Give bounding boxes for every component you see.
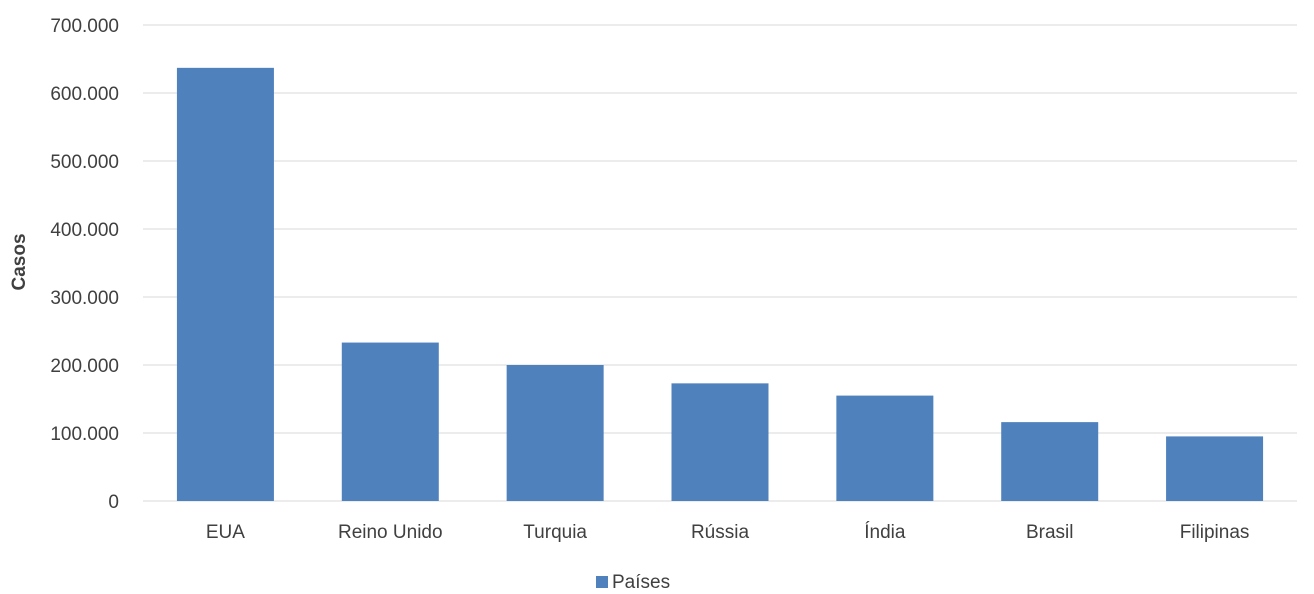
- bar: [506, 365, 604, 501]
- bar: [1001, 422, 1099, 501]
- gridlines: [143, 24, 1297, 502]
- y-tick-label: 300.000: [50, 288, 119, 309]
- y-tick-label: 500.000: [50, 152, 119, 173]
- y-tick-label: 400.000: [50, 220, 119, 241]
- bar: [176, 67, 274, 501]
- bar: [836, 395, 934, 501]
- legend: Países: [596, 572, 670, 593]
- x-category-label: Índia: [864, 522, 906, 543]
- bar: [341, 342, 439, 501]
- bar: [1166, 436, 1264, 501]
- y-tick-label: 0: [108, 492, 119, 513]
- x-category-label: Brasil: [1026, 522, 1074, 543]
- y-tick-label: 200.000: [50, 356, 119, 377]
- bar: [671, 383, 769, 501]
- y-tick-label: 100.000: [50, 424, 119, 445]
- y-tick-label: 600.000: [50, 84, 119, 105]
- x-category-label: Reino Unido: [338, 522, 443, 543]
- x-category-label: EUA: [206, 522, 245, 543]
- bars: [176, 67, 1264, 501]
- x-category-label: Filipinas: [1180, 522, 1250, 543]
- y-tick-label: 700.000: [50, 16, 119, 37]
- x-axis-category-labels: EUA Reino Unido Turquia Rússia Índia Brasil Fi…: [206, 522, 1250, 543]
- x-category-label: Turquia: [523, 522, 587, 543]
- y-axis-tick-labels: 0 100.000 200.000 300.000 400.000 500.000 600.…: [50, 16, 119, 513]
- legend-label: Países: [612, 572, 670, 593]
- x-category-label: Rússia: [691, 522, 750, 543]
- y-axis-title: Casos: [9, 233, 30, 290]
- legend-swatch: [596, 576, 608, 588]
